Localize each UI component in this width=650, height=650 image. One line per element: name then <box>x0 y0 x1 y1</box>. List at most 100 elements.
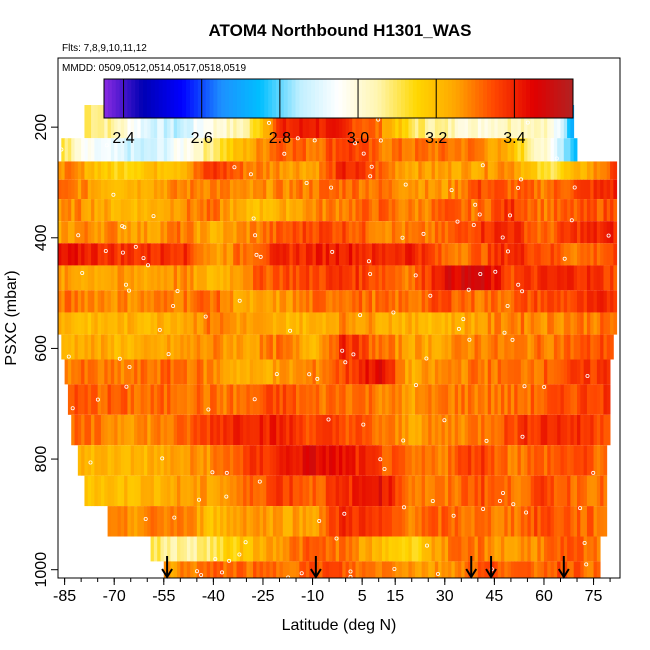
heatmap-cell <box>233 243 237 266</box>
vertical-profile-arrows <box>161 556 570 579</box>
heatmap-cell <box>266 243 270 266</box>
heatmap-cell <box>590 290 594 313</box>
heatmap-cell <box>600 199 604 222</box>
heatmap-cell <box>431 290 436 313</box>
sample-point <box>424 543 429 548</box>
heatmap-cell <box>514 536 518 562</box>
heatmap-cell <box>520 179 525 200</box>
heatmap-cell <box>339 243 343 266</box>
heatmap-cell <box>438 265 442 291</box>
heatmap-cell <box>61 243 66 266</box>
heatmap-cell <box>190 445 194 476</box>
heatmap-cell <box>586 199 591 222</box>
heatmap-cell <box>94 290 99 313</box>
heatmap-cell <box>134 334 138 360</box>
heatmap-cell <box>71 384 75 415</box>
heatmap-cell <box>157 334 161 360</box>
heatmap-cell <box>547 445 551 476</box>
heatmap-cell <box>517 536 522 562</box>
heatmap-cell <box>150 359 155 385</box>
heatmap-cell <box>593 414 598 446</box>
heatmap-cell <box>269 384 274 415</box>
heatmap-cell <box>368 475 373 507</box>
heatmap-cell <box>210 445 214 476</box>
heatmap-cell <box>583 334 588 360</box>
heatmap-cell <box>269 290 274 313</box>
heatmap-cell <box>256 334 261 360</box>
heatmap-cell <box>127 265 132 291</box>
heatmap-cell <box>411 138 416 162</box>
heatmap-cell <box>428 105 432 139</box>
arrow-head <box>465 568 478 579</box>
heatmap-cell <box>352 312 356 335</box>
heatmap-cell <box>590 506 594 537</box>
heatmap-cell <box>74 312 79 335</box>
heatmap-cell <box>296 105 300 139</box>
heatmap-cell <box>210 384 214 415</box>
heatmap-cell <box>395 334 399 360</box>
heatmap-cell <box>494 475 499 507</box>
colorbar-segment <box>307 79 312 118</box>
heatmap-cell <box>84 312 89 335</box>
heatmap-cell <box>153 105 158 139</box>
heatmap-cell <box>233 445 237 476</box>
heatmap-cell <box>557 265 561 291</box>
heatmap-cell <box>553 243 558 266</box>
heatmap-cell <box>368 334 373 360</box>
heatmap-cell <box>143 138 148 162</box>
heatmap-cell <box>322 161 327 180</box>
heatmap-cell <box>362 105 366 139</box>
heatmap-cell <box>464 312 469 335</box>
heatmap-cell <box>253 179 257 200</box>
heatmap-cell <box>467 312 472 335</box>
heatmap-cell <box>580 506 585 537</box>
heatmap-cell <box>282 334 287 360</box>
heatmap-cell <box>418 221 423 244</box>
heatmap-cell <box>216 414 221 446</box>
heatmap-cell <box>388 359 393 385</box>
heatmap-cell <box>167 334 171 360</box>
heatmap-cell <box>454 475 459 507</box>
heatmap-cell <box>491 199 495 222</box>
heatmap-cell <box>388 445 393 476</box>
heatmap-cell <box>428 290 432 313</box>
heatmap-cell <box>124 243 128 266</box>
heatmap-cell <box>236 243 241 266</box>
heatmap-cell <box>114 105 118 139</box>
colorbar-segment <box>326 79 332 118</box>
heatmap-cell <box>282 221 287 244</box>
heatmap-cell <box>124 475 128 507</box>
heatmap-cell <box>411 290 416 313</box>
heatmap-cell <box>190 506 194 537</box>
sample-point <box>257 479 262 484</box>
heatmap-cell <box>196 199 201 222</box>
heatmap-cell <box>577 384 581 415</box>
heatmap-cell <box>375 312 380 335</box>
heatmap-cell <box>253 445 257 476</box>
heatmap-cell <box>537 334 542 360</box>
x-tick-label: 15 <box>386 588 404 605</box>
heatmap-cell <box>71 221 75 244</box>
heatmap-cell <box>282 243 287 266</box>
heatmap-cell <box>424 179 429 200</box>
heatmap-cell <box>362 475 366 507</box>
heatmap-cell <box>362 265 366 291</box>
heatmap-cell <box>223 290 227 313</box>
sample-point <box>520 434 525 439</box>
heatmap-cell <box>381 105 386 139</box>
heatmap-cell <box>167 312 171 335</box>
heatmap-cell <box>130 506 135 537</box>
heatmap-cell <box>186 475 191 507</box>
heatmap-cell <box>500 243 505 266</box>
heatmap-cell <box>77 265 82 291</box>
heatmap-cell <box>401 359 406 385</box>
heatmap-cell <box>296 312 300 335</box>
heatmap-cell <box>296 221 300 244</box>
heatmap-cell <box>596 506 601 537</box>
sample-point <box>511 502 516 507</box>
heatmap-cell <box>213 265 218 291</box>
heatmap-cell <box>183 265 188 291</box>
heatmap-cell <box>173 475 178 507</box>
sample-point <box>591 470 596 475</box>
heatmap-cell <box>256 536 261 562</box>
